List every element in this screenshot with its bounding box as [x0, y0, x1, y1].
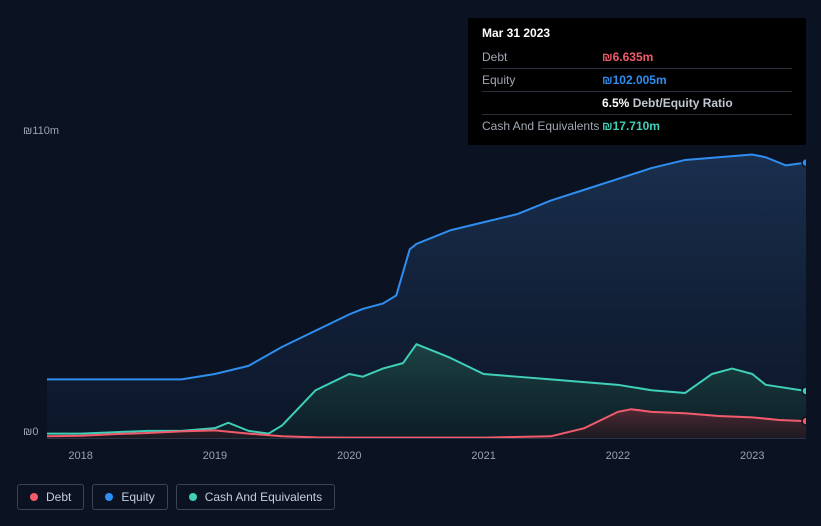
- y-tick-max: ₪110m: [23, 125, 59, 137]
- tooltip-row-value: ₪102.005m: [602, 69, 792, 92]
- x-axis: 2018 2019 2020 2021 2022 2023: [47, 450, 806, 470]
- tooltip-row-value: ₪17.710m: [602, 115, 792, 138]
- tooltip-row: 6.5% Debt/Equity Ratio: [482, 92, 792, 115]
- x-tick: 2020: [337, 450, 361, 462]
- tooltip-table: Debt₪6.635mEquity₪102.005m6.5% Debt/Equi…: [482, 46, 792, 137]
- tooltip-row-value: ₪6.635m: [602, 46, 792, 69]
- tooltip-row-label: [482, 92, 602, 115]
- tooltip-row: Cash And Equivalents₪17.710m: [482, 115, 792, 138]
- end-marker: [802, 159, 806, 167]
- y-tick-min: ₪0: [23, 426, 38, 438]
- tooltip-row-label: Cash And Equivalents: [482, 115, 602, 138]
- legend-item-cash-and-equivalents[interactable]: Cash And Equivalents: [176, 484, 335, 510]
- x-tick: 2019: [203, 450, 227, 462]
- legend-dot-icon: [189, 493, 197, 501]
- chart-plot: [47, 141, 806, 439]
- tooltip-panel: Mar 31 2023 Debt₪6.635mEquity₪102.005m6.…: [468, 18, 806, 145]
- tooltip-row: Debt₪6.635m: [482, 46, 792, 69]
- tooltip-row-label: Equity: [482, 69, 602, 92]
- legend-item-label: Cash And Equivalents: [205, 490, 322, 504]
- legend-item-label: Equity: [121, 490, 154, 504]
- tooltip-row-value: 6.5% Debt/Equity Ratio: [602, 92, 792, 115]
- tooltip-row: Equity₪102.005m: [482, 69, 792, 92]
- x-tick: 2022: [606, 450, 630, 462]
- x-tick: 2023: [740, 450, 764, 462]
- legend-item-label: Debt: [46, 490, 71, 504]
- tooltip-row-label: Debt: [482, 46, 602, 69]
- legend-item-debt[interactable]: Debt: [17, 484, 84, 510]
- end-marker: [802, 387, 806, 395]
- legend-item-equity[interactable]: Equity: [92, 484, 167, 510]
- legend-dot-icon: [105, 493, 113, 501]
- x-tick: 2018: [68, 450, 92, 462]
- x-tick: 2021: [471, 450, 495, 462]
- end-marker: [802, 417, 806, 425]
- legend-dot-icon: [30, 493, 38, 501]
- tooltip-date: Mar 31 2023: [482, 26, 792, 40]
- legend: Debt Equity Cash And Equivalents: [17, 484, 335, 510]
